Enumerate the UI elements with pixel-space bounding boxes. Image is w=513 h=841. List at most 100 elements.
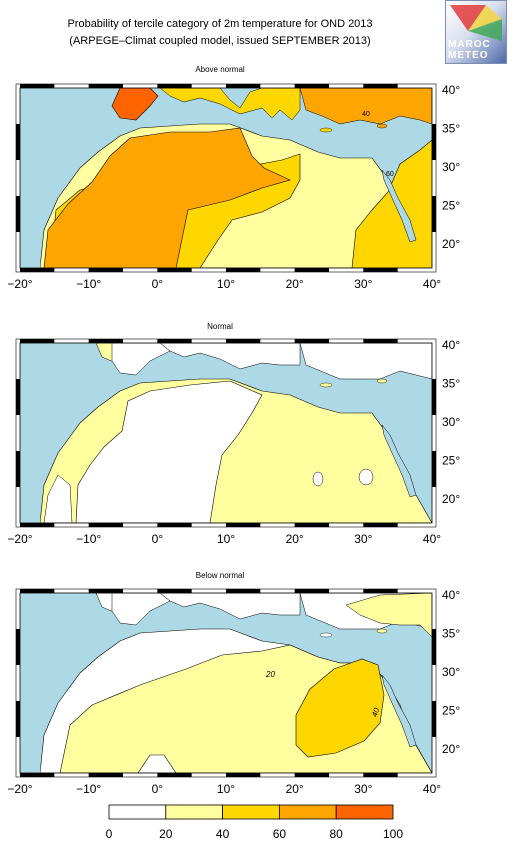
lon-tick-label: 30° [354, 782, 372, 796]
map-frame-segment [363, 268, 398, 272]
map-frame-segment [20, 268, 55, 272]
lon-tick-label: 30° [354, 532, 372, 546]
map-frame-segment [363, 589, 398, 593]
lon-tick-label: −20° [7, 277, 32, 291]
lat-tick-label: 20° [442, 492, 460, 506]
map-title-line2: (ARPEGE–Climat coupled model, issued SEP… [69, 35, 371, 47]
maroc-meteo-logo: MAROC METEO [445, 0, 507, 64]
map-frame-segment [20, 339, 55, 343]
lon-tick-label: 0° [152, 782, 164, 796]
lon-tick-label: −20° [7, 532, 32, 546]
map-frame-segment [363, 773, 398, 777]
color-scale-swatch [335, 804, 394, 820]
map-frame-segment [432, 701, 436, 737]
map-frame-segment [88, 589, 123, 593]
lon-tick-label: 20° [286, 277, 304, 291]
lat-tick-label: 30° [442, 160, 460, 174]
map-frame-segment [157, 84, 192, 88]
lon-tick-label: 20° [286, 532, 304, 546]
contour-label-60: 60 [386, 171, 394, 178]
map-frame-segment [432, 379, 436, 415]
map-panel-above-normal: 40 60 −20° −10° 0° 10° 20° 30° 40° 40° 35° 30° 25°… [7, 83, 460, 291]
map-frame-segment [226, 84, 261, 88]
map-frame-segment [16, 196, 20, 232]
map-frame-segment [226, 523, 261, 527]
map-frame-segment [294, 773, 329, 777]
map-frame-segment [226, 773, 261, 777]
color-scale-tick-label: 20 [159, 827, 173, 841]
color-scale-tick-label: 0 [105, 827, 113, 841]
lat-tick-label: 20° [442, 742, 460, 756]
contour-label-20: 20 [265, 670, 275, 679]
map-frame-segment [88, 339, 123, 343]
map-frame-segment [16, 379, 20, 415]
map-frame-segment [294, 268, 329, 272]
map-frame-segment [157, 589, 192, 593]
map-frame-segment [20, 589, 55, 593]
lon-tick-label: 10° [217, 532, 235, 546]
map-frame-segment [226, 589, 261, 593]
lat-tick-label: 40° [442, 588, 460, 602]
map-frame-segment [294, 84, 329, 88]
lon-tick-label: 30° [354, 277, 372, 291]
lon-tick-label: 0° [152, 277, 164, 291]
lon-tick-label: 40° [423, 532, 441, 546]
map-frame-segment [294, 339, 329, 343]
color-scale-tick-label: 60 [272, 827, 287, 841]
lat-tick-label: 35° [442, 627, 460, 641]
map-title-line1: Probability of tercile category of 2m te… [67, 18, 373, 30]
panel-title-below-normal: Below normal [195, 571, 245, 580]
lat-tick-label: 25° [442, 454, 460, 468]
lon-tick-label: −20° [7, 782, 32, 796]
map-frame-segment [226, 339, 261, 343]
map-frame-segment [20, 523, 55, 527]
map-frame-segment [226, 268, 261, 272]
logo-text-meteo: METEO [448, 50, 489, 61]
lat-tick-label: 25° [442, 704, 460, 718]
map-frame-segment [294, 589, 329, 593]
map-frame-segment [157, 268, 192, 272]
map-frame-segment [432, 196, 436, 232]
lon-tick-label: −10° [76, 277, 101, 291]
lat-tick-label: 40° [442, 83, 460, 97]
lon-tick-label: 10° [217, 277, 235, 291]
lon-tick-label: 20° [286, 782, 304, 796]
contour-label-40: 40 [370, 706, 382, 718]
panel-title-normal: Normal [207, 322, 233, 331]
lon-tick-label: 10° [217, 782, 235, 796]
map-frame-segment [16, 701, 20, 737]
map-frame-segment [432, 629, 436, 665]
map-frame-segment [16, 451, 20, 487]
lon-tick-label: −10° [76, 782, 101, 796]
lon-tick-label: −10° [76, 532, 101, 546]
lon-tick-label: 0° [152, 532, 164, 546]
map-frame-segment [88, 523, 123, 527]
map-frame-segment [20, 84, 55, 88]
map-frame-segment [88, 773, 123, 777]
map-frame-segment [20, 773, 55, 777]
map-frame-segment [157, 773, 192, 777]
map-panel-normal: −20° −10° 0° 10° 20° 30° 40° 40° 35° 30° 25° 20° [7, 338, 460, 546]
map-frame-segment [157, 523, 192, 527]
lon-tick-label: 40° [423, 277, 441, 291]
logo-text-maroc: MAROC [448, 39, 491, 50]
lat-tick-label: 25° [442, 199, 460, 213]
lat-tick-label: 35° [442, 122, 460, 136]
map-frame-segment [16, 629, 20, 665]
map-frame-segment [157, 339, 192, 343]
contour-label-40: 40 [362, 111, 370, 118]
color-scale-tick-label: 40 [215, 827, 230, 841]
color-scale-tick-label: 100 [382, 827, 404, 841]
map-frame-segment [294, 523, 329, 527]
map-frame-outline [15, 83, 437, 273]
lat-tick-label: 40° [442, 338, 460, 352]
lat-tick-label: 20° [442, 237, 460, 251]
map-frame-segment [16, 124, 20, 160]
map-frame-segment [88, 84, 123, 88]
map-frame-segment [363, 339, 398, 343]
color-scale-bar [108, 804, 394, 820]
map-panel-below-normal: 20 40 −20° −10° 0° 10° 20° 30° 40° 40° 35° 30° 25°… [7, 588, 460, 796]
lat-tick-label: 30° [442, 415, 460, 429]
color-scale-swatch [165, 804, 223, 820]
map-frame-segment [432, 124, 436, 160]
